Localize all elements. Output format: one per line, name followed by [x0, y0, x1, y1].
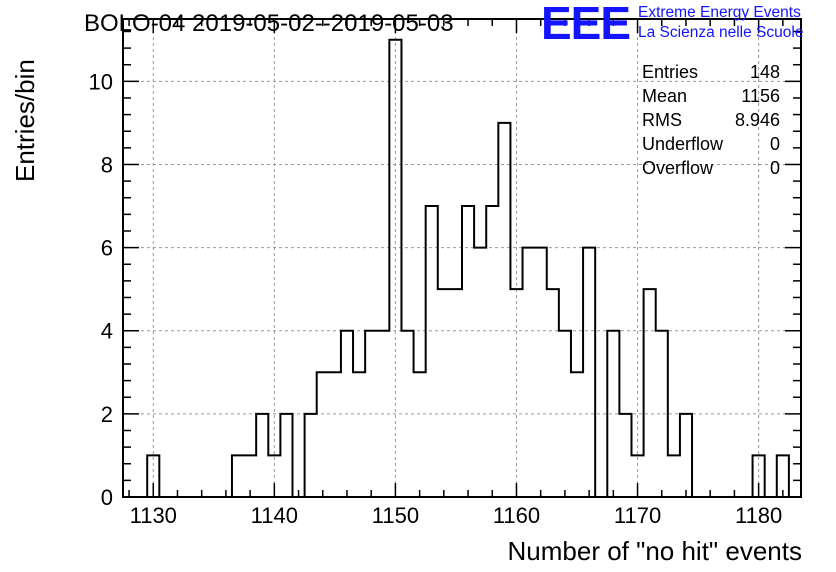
stat-label: Overflow — [642, 158, 714, 178]
histogram-bin — [244, 455, 256, 497]
histogram-bin — [644, 289, 656, 497]
histogram-bin — [607, 331, 619, 497]
histogram-bin — [656, 331, 668, 497]
stat-row-overflow: Overflow 0 — [642, 156, 780, 180]
histogram-bin — [256, 414, 268, 497]
histogram-bin — [401, 331, 413, 497]
histogram-bin — [619, 414, 631, 497]
stat-value: 148 — [749, 62, 780, 82]
stat-label: RMS — [642, 110, 682, 130]
y-tick-label: 2 — [101, 402, 113, 427]
x-tick-label: 1180 — [735, 503, 782, 528]
stat-row-rms: RMS 8.946 — [642, 108, 780, 132]
histogram-bin — [232, 455, 244, 497]
stats-box: Entries 148 Mean 1156 RMS 8.946 Underflo… — [642, 60, 780, 180]
histogram-bin — [305, 414, 317, 497]
y-tick-label: 6 — [101, 236, 113, 261]
histogram-bin — [547, 289, 559, 497]
x-tick-label: 1160 — [493, 503, 540, 528]
histogram-bin — [535, 248, 547, 497]
stat-row-underflow: Underflow 0 — [642, 132, 780, 156]
stat-row-mean: Mean 1156 — [642, 84, 780, 108]
histogram-bin — [632, 455, 644, 497]
histogram-bin — [365, 331, 377, 497]
eee-logo: EEE — [541, 0, 631, 49]
stat-value: 1156 — [741, 86, 780, 106]
stat-label: Underflow — [642, 134, 724, 154]
histogram-bin — [268, 455, 280, 497]
axis-ticks — [123, 19, 801, 498]
histogram-bin — [426, 206, 438, 497]
histogram-bin — [583, 248, 595, 497]
histogram-bin — [753, 455, 765, 497]
logo-line-2: La Scienza nelle Scuole — [638, 24, 804, 41]
plot-frame — [122, 18, 802, 498]
histogram-bin — [498, 123, 510, 497]
x-tick-label: 1150 — [372, 503, 419, 528]
y-tick-label: 10 — [89, 69, 113, 94]
histogram-bin — [329, 372, 341, 497]
x-tick-label: 1140 — [251, 503, 298, 528]
x-axis-label: Number of "no hit" events — [507, 536, 803, 566]
histogram-bin — [147, 455, 159, 497]
stat-row-entries: Entries 148 — [642, 60, 780, 84]
histogram-bin — [474, 248, 486, 497]
histogram-bin — [341, 331, 353, 497]
histogram-bin — [438, 289, 450, 497]
histogram-outline — [123, 38, 801, 498]
histogram-bin — [462, 206, 474, 497]
stat-value: 0 — [769, 158, 780, 178]
histogram-bin — [317, 372, 329, 497]
histogram-bin — [377, 331, 389, 497]
y-tick-label: 4 — [101, 319, 113, 344]
histogram-bin — [486, 206, 498, 497]
x-tick-label: 1130 — [130, 503, 177, 528]
chart-title: BOLO-04 2019-05-02--2019-05-03 — [84, 10, 454, 37]
histogram-bin — [680, 414, 692, 497]
histogram-bin — [668, 455, 680, 497]
x-tick-label: 1170 — [614, 503, 661, 528]
logo-line-1: Extreme Energy Events — [638, 4, 801, 21]
histogram-bin — [414, 372, 426, 497]
histogram-bin — [523, 248, 535, 497]
y-tick-label: 8 — [101, 152, 113, 177]
histogram-bin — [777, 455, 789, 497]
histogram-bin — [571, 372, 583, 497]
eee-logo-text: Extreme Energy Events La Scienza nelle S… — [638, 3, 803, 43]
stat-label: Entries — [642, 62, 699, 82]
stat-value: 8.946 — [734, 110, 780, 130]
histogram-bin — [510, 289, 522, 497]
y-axis-label: Entries/bin — [10, 59, 40, 182]
tick-labels: 1130 1140 1150 1160 1170 1180 0 2 4 6 8 10 — [89, 69, 783, 528]
histogram-bin — [389, 40, 401, 497]
histogram-bin — [450, 289, 462, 497]
histogram-bin — [280, 414, 292, 497]
stat-label: Mean — [642, 86, 688, 106]
histogram-bin — [559, 331, 571, 497]
y-tick-label: 0 — [101, 485, 113, 510]
stat-value: 0 — [769, 134, 780, 154]
histogram-bin — [353, 372, 365, 497]
